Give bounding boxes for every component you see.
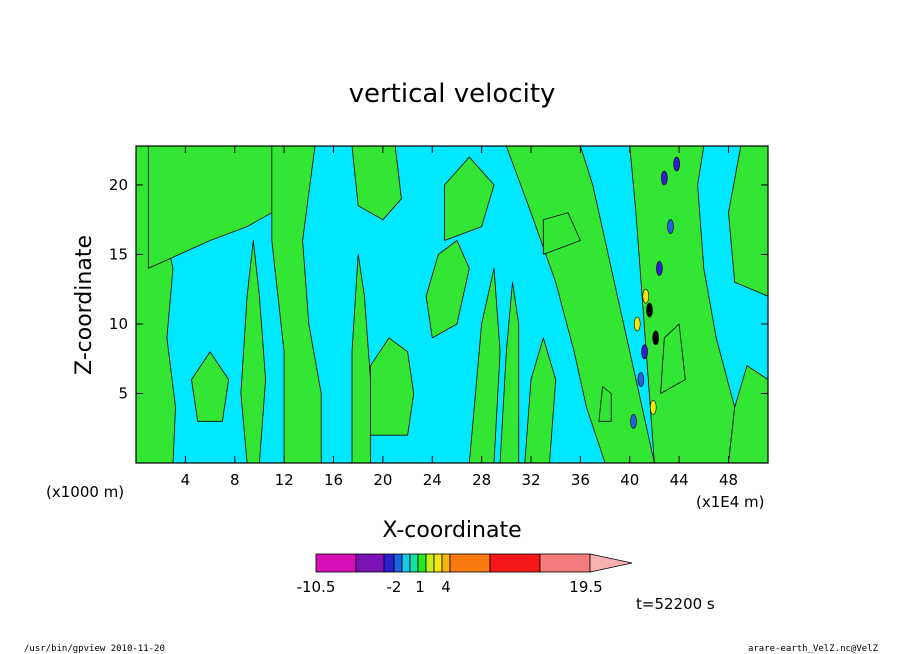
x-tick-label: 24 bbox=[423, 471, 442, 489]
colorbar-swatch bbox=[489, 553, 541, 573]
colorbar-swatch bbox=[393, 553, 403, 573]
colorbar-swatch bbox=[539, 553, 591, 573]
positive-velocity-region bbox=[425, 240, 470, 339]
positive-velocity-region bbox=[728, 146, 768, 297]
convective-cell bbox=[673, 156, 681, 172]
y-axis: 5 10 15 20 bbox=[109, 176, 768, 402]
plot-frame bbox=[135, 145, 769, 464]
convective-cell bbox=[630, 413, 637, 429]
colorbar-swatch bbox=[401, 553, 411, 573]
x-axis: 4 8 12 16 20 24 28 32 36 40 44 48 bbox=[181, 146, 738, 489]
x-tick-label: 12 bbox=[275, 471, 294, 489]
x-tick-label: 16 bbox=[324, 471, 343, 489]
colorbar-swatch bbox=[409, 553, 419, 573]
x-axis-title: X-coordinate bbox=[382, 518, 521, 543]
footer-right: arare-earth_VelZ.nc@VelZ bbox=[748, 644, 879, 654]
colorbar-swatch bbox=[433, 553, 443, 573]
x-tick-label: 48 bbox=[719, 471, 738, 489]
positive-velocity-region bbox=[351, 254, 371, 463]
convective-cell bbox=[633, 316, 641, 332]
positive-velocity-region bbox=[136, 146, 176, 463]
positive-velocity-region bbox=[499, 281, 520, 463]
chart-title: vertical velocity bbox=[349, 79, 556, 109]
positive-velocity-region bbox=[728, 365, 768, 463]
colorbar-label: -10.5 bbox=[297, 578, 336, 596]
y-tick-label: 20 bbox=[109, 176, 128, 194]
time-label: t=52200 s bbox=[636, 595, 715, 613]
convective-cell bbox=[660, 170, 668, 186]
colorbar-label: 19.5 bbox=[569, 578, 602, 596]
y-tick-label: 15 bbox=[109, 245, 128, 263]
x-tick-label: 20 bbox=[373, 471, 392, 489]
colorbar bbox=[315, 553, 633, 573]
positive-velocity-region bbox=[271, 146, 322, 463]
positive-velocity-region bbox=[660, 323, 686, 394]
convective-cell bbox=[656, 261, 663, 276]
colorbar-swatch bbox=[417, 553, 427, 573]
convective-cell bbox=[642, 288, 650, 304]
x-unit-right: (x1E4 m) bbox=[696, 493, 765, 511]
positive-velocity-region bbox=[468, 268, 501, 463]
x-tick-label: 8 bbox=[230, 471, 240, 489]
colorbar-swatch bbox=[315, 553, 357, 573]
convective-cell bbox=[641, 344, 648, 360]
positive-velocity-region bbox=[370, 337, 415, 436]
colorbar-swatch bbox=[355, 553, 385, 573]
plot-area bbox=[135, 145, 769, 464]
x-tick-label: 4 bbox=[181, 471, 191, 489]
positive-velocity-region bbox=[240, 240, 266, 463]
x-tick-label: 44 bbox=[670, 471, 689, 489]
positive-velocity-region bbox=[351, 146, 402, 221]
colorbar-arrow bbox=[589, 553, 633, 573]
footer-left: /usr/bin/gpview 2010-11-20 bbox=[24, 644, 165, 654]
convective-cell bbox=[652, 330, 660, 346]
y-axis-title: Z-coordinate bbox=[72, 235, 97, 375]
colorbar-label: 4 bbox=[441, 578, 451, 596]
positive-velocity-region bbox=[191, 351, 229, 422]
contour-fields bbox=[136, 146, 768, 463]
y-tick-label: 5 bbox=[118, 384, 128, 402]
colorbar-swatch bbox=[425, 553, 435, 573]
y-tick-label: 10 bbox=[109, 315, 128, 333]
colorbar-label: 1 bbox=[415, 578, 425, 596]
colorbar-swatch bbox=[449, 553, 491, 573]
x-tick-label: 40 bbox=[620, 471, 639, 489]
colorbar-labels: -10.5 -2 1 4 19.5 bbox=[297, 578, 603, 596]
positive-velocity-region bbox=[524, 337, 557, 463]
convective-cell bbox=[667, 219, 674, 234]
colorbar-label: -2 bbox=[387, 578, 402, 596]
x-tick-label: 28 bbox=[472, 471, 491, 489]
colorbar-swatch bbox=[441, 553, 451, 573]
x-tick-label: 32 bbox=[521, 471, 540, 489]
positive-velocity-region bbox=[598, 386, 612, 422]
colorbar-swatch bbox=[383, 553, 395, 573]
convective-cell bbox=[646, 302, 653, 318]
convective-cell bbox=[637, 372, 645, 387]
positive-velocity-region bbox=[542, 212, 581, 255]
x-tick-label: 36 bbox=[571, 471, 590, 489]
positive-velocity-region bbox=[444, 156, 495, 241]
x-unit-left: (x1000 m) bbox=[46, 483, 124, 501]
convective-cell bbox=[649, 400, 657, 415]
